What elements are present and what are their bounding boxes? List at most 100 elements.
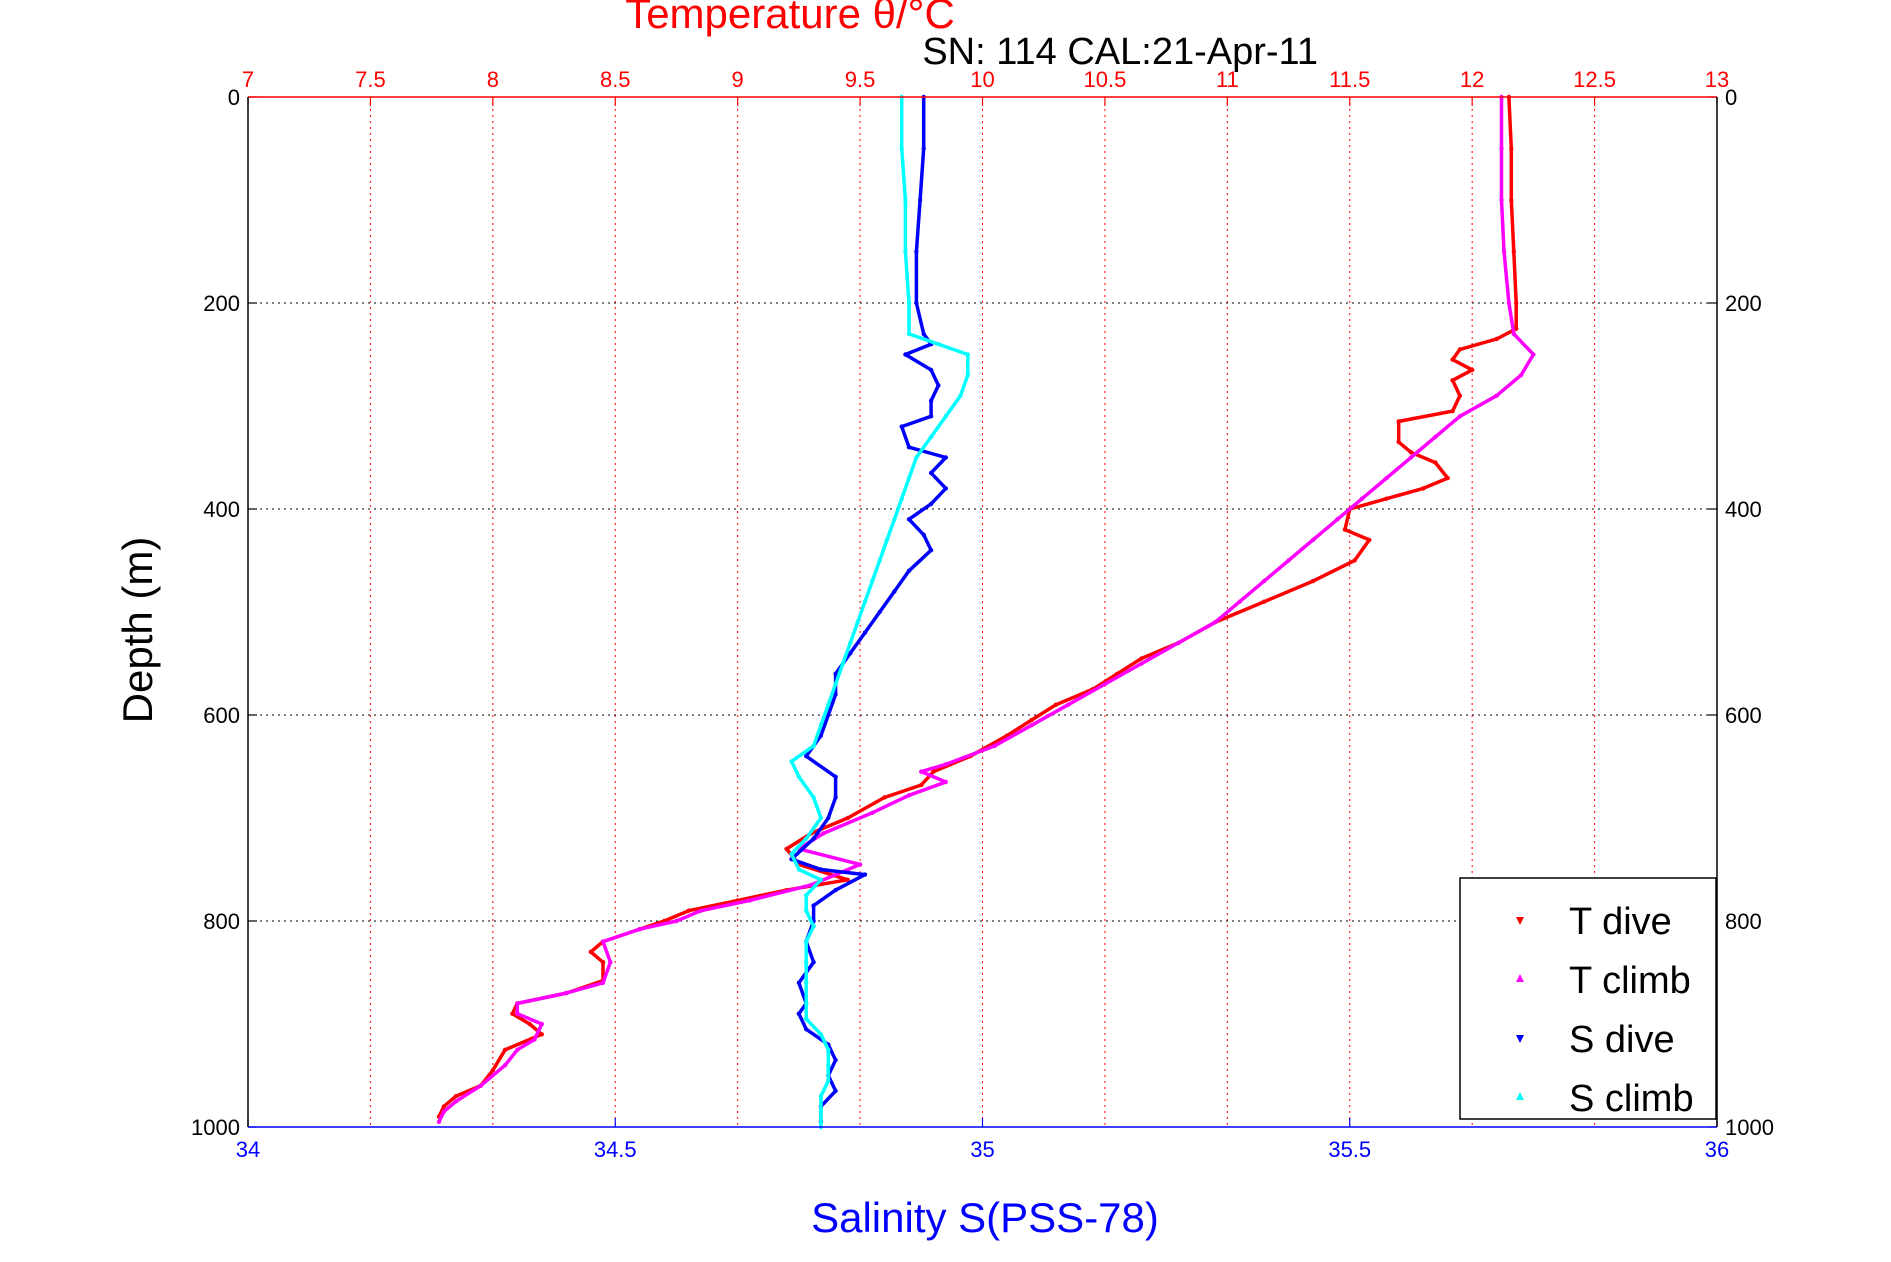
data-point: [906, 331, 912, 337]
data-point: [818, 723, 824, 728]
data-point: [818, 815, 824, 821]
depth-tick-label-left: 200: [203, 291, 240, 316]
data-point: [796, 980, 802, 985]
data-point: [928, 414, 934, 419]
temperature-tick-label: 12: [1460, 67, 1484, 92]
data-point: [453, 1099, 459, 1104]
data-point: [818, 1109, 824, 1114]
data-point: [833, 681, 838, 687]
data-point: [965, 352, 970, 357]
temperature-tick-label: 10.5: [1084, 67, 1127, 92]
data-point: [906, 793, 912, 798]
data-point: [826, 712, 831, 718]
chart-subtitle: SN: 114 CAL:21-Apr-11: [922, 31, 1318, 73]
legend-label: S dive: [1569, 1019, 1675, 1061]
data-point: [804, 1016, 809, 1022]
salinity-axis-title: Salinity S(PSS-78): [811, 1194, 1159, 1241]
data-point: [965, 372, 970, 378]
data-point: [921, 146, 926, 151]
data-point: [892, 517, 897, 522]
data-point: [914, 300, 919, 306]
data-point: [845, 815, 850, 821]
data-point: [1494, 336, 1499, 342]
data-point: [1511, 249, 1517, 254]
data-point: [1286, 558, 1291, 563]
salinity-tick-label: 34: [236, 1137, 260, 1162]
data-point: [833, 671, 838, 676]
legend-marker: [1516, 1035, 1524, 1043]
data-point: [1352, 558, 1357, 563]
data-point: [1450, 408, 1455, 414]
data-point: [928, 470, 934, 476]
data-point: [877, 609, 882, 615]
data-point: [928, 548, 934, 553]
data-point: [811, 836, 816, 841]
data-point: [796, 774, 802, 779]
data-point: [833, 692, 838, 697]
salinity-tick-label: 36: [1705, 1137, 1729, 1162]
data-point: [882, 795, 887, 800]
data-point: [884, 537, 890, 543]
data-point: [600, 939, 606, 944]
data-point: [936, 342, 941, 347]
depth-tick-label-right: 200: [1725, 291, 1762, 316]
data-point: [921, 331, 926, 337]
data-point: [906, 475, 912, 481]
legend-marker: [1516, 917, 1524, 925]
salinity-tick-label: 34.5: [594, 1137, 637, 1162]
data-point: [811, 924, 816, 929]
data-point: [1518, 372, 1524, 378]
data-point: [502, 1047, 508, 1053]
data-point: [784, 846, 789, 852]
data-point: [943, 455, 948, 460]
data-point: [1029, 723, 1034, 728]
temperature-tick-label: 7.5: [355, 67, 386, 92]
data-point: [943, 414, 948, 419]
data-point: [515, 1047, 520, 1053]
data-point: [747, 898, 753, 903]
data-point: [637, 927, 642, 932]
data-point: [914, 455, 919, 460]
data-point: [826, 1063, 831, 1068]
data-point: [917, 197, 923, 203]
data-point: [564, 990, 569, 996]
data-point: [1102, 681, 1108, 687]
temperature-tick-label: 9: [732, 67, 744, 92]
data-point: [914, 249, 919, 254]
data-point: [1457, 414, 1463, 419]
temperature-tick-label: 9.5: [845, 67, 876, 92]
data-point: [1450, 357, 1455, 362]
data-point: [903, 352, 908, 357]
data-point: [1359, 496, 1365, 501]
data-point: [903, 197, 908, 203]
legend-label: T dive: [1569, 901, 1672, 943]
data-point: [906, 300, 912, 306]
temperature-tick-label: 11.5: [1329, 67, 1370, 92]
data-point: [848, 640, 853, 646]
data-point: [1499, 146, 1504, 151]
data-point: [1450, 378, 1455, 383]
data-point: [919, 769, 924, 774]
data-point: [892, 589, 897, 594]
legend-box: [1459, 877, 1717, 1120]
data-point: [600, 980, 606, 985]
data-point: [833, 774, 838, 779]
data-point: [1501, 249, 1507, 254]
data-point: [928, 434, 934, 440]
data-point: [478, 1083, 483, 1089]
data-point: [919, 782, 924, 788]
data-point: [600, 960, 606, 965]
legend-label: T climb: [1569, 960, 1691, 1002]
depth-axis-title: Depth (m): [114, 537, 161, 724]
data-point: [936, 383, 941, 388]
legend-marker: [1516, 1092, 1524, 1100]
data-point: [1139, 661, 1144, 666]
depth-tick-label-left: 400: [203, 497, 240, 522]
data-point: [1499, 197, 1504, 203]
salinity-tick-label: 35: [970, 1137, 994, 1162]
data-point: [674, 918, 679, 924]
data-point: [1237, 599, 1242, 604]
data-point: [906, 445, 912, 450]
series-line: [437, 95, 1518, 1119]
